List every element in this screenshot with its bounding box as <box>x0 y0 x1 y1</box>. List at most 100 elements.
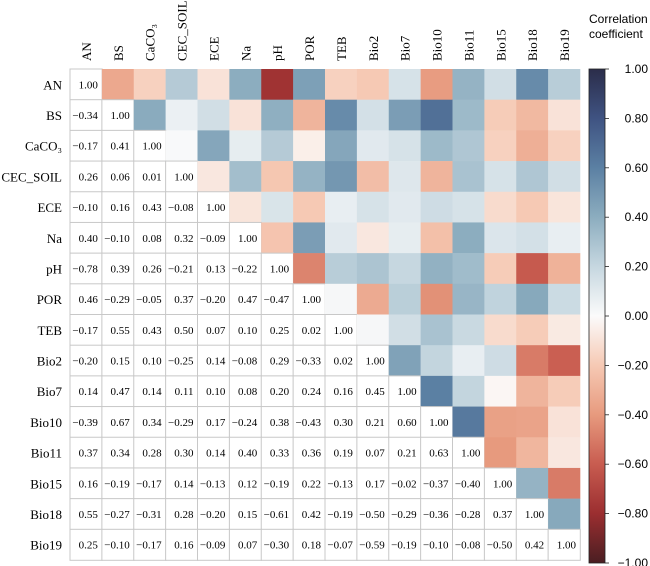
cell-value-label: 0.36 <box>302 448 322 460</box>
cell-value-label: −0.07 <box>327 540 353 552</box>
cell-value-label: −0.02 <box>391 478 416 490</box>
color-cell <box>452 406 485 438</box>
value-cell <box>260 436 294 469</box>
value-cell <box>69 221 103 254</box>
cell-value-label: −0.08 <box>232 356 258 368</box>
color-cell <box>516 375 549 407</box>
cell-value-label: −0.50 <box>487 540 513 552</box>
color-cell <box>229 191 262 223</box>
color-cell <box>516 314 549 346</box>
cell-value-label: −0.61 <box>264 509 289 521</box>
cell-value-label: −0.10 <box>104 233 130 245</box>
cell-value-label: 1.00 <box>111 110 131 122</box>
color-cell <box>356 314 390 346</box>
cell-value-label: 1.00 <box>397 386 417 398</box>
value-cell <box>133 528 167 561</box>
cell-value-label: −0.39 <box>72 417 98 429</box>
color-cell <box>452 222 485 254</box>
color-cell <box>452 130 485 162</box>
cell-value-label: 0.43 <box>142 325 162 337</box>
value-cell <box>69 406 103 439</box>
value-cell <box>388 498 422 531</box>
cell-value-label: 0.40 <box>238 448 258 460</box>
value-cell <box>101 160 135 193</box>
cell-value-label: −0.21 <box>168 263 193 275</box>
color-cell <box>484 283 517 315</box>
column-label: CEC_SOIL <box>175 0 190 61</box>
value-cell <box>420 406 454 439</box>
value-cell <box>388 528 422 561</box>
cell-value-label: 0.50 <box>174 325 194 337</box>
cell-value-label: −0.36 <box>423 509 449 521</box>
cell-value-label: 0.07 <box>238 540 258 552</box>
color-cell <box>420 161 453 193</box>
column-label: Bio18 <box>525 29 540 61</box>
cell-value-label: −0.22 <box>232 263 257 275</box>
color-cell <box>293 130 326 162</box>
color-cell <box>452 99 485 131</box>
cell-value-label: 0.67 <box>111 417 131 429</box>
color-cell <box>484 437 517 469</box>
column-label: Bio10 <box>430 29 445 61</box>
column-label: ECE <box>206 36 221 61</box>
row-label: Bio7 <box>37 384 63 399</box>
value-cell <box>388 375 422 408</box>
value-cell <box>515 498 549 531</box>
value-cell <box>420 467 454 500</box>
row-label: TEB <box>37 323 62 338</box>
cell-value-label: −0.08 <box>455 540 481 552</box>
color-cell <box>548 69 581 100</box>
color-cell <box>197 130 230 162</box>
cell-value-label: −0.19 <box>264 478 290 490</box>
color-cell <box>356 130 390 162</box>
value-cell <box>133 406 167 439</box>
cell-value-label: 0.10 <box>206 386 226 398</box>
color-cell <box>325 191 358 223</box>
row-label: ECE <box>37 200 62 215</box>
color-cell <box>388 130 421 162</box>
color-cell <box>452 314 485 346</box>
cell-value-label: 0.11 <box>175 386 194 398</box>
value-cell <box>165 191 199 224</box>
color-cell <box>484 99 517 131</box>
color-cell <box>356 69 390 100</box>
color-cell <box>356 253 390 285</box>
colorbar-tick-label: −0.80 <box>618 507 649 521</box>
row-label: Bio10 <box>30 415 62 430</box>
value-cell <box>324 436 358 469</box>
value-cell <box>452 467 486 500</box>
cell-value-label: 0.14 <box>79 386 99 398</box>
cell-value-label: 0.08 <box>142 233 162 245</box>
cell-value-label: 0.13 <box>206 263 226 275</box>
cell-value-label: −0.19 <box>391 540 417 552</box>
row-label: Bio2 <box>37 354 62 369</box>
cell-value-label: 0.16 <box>174 540 194 552</box>
color-cell <box>325 253 358 285</box>
row-label: Bio18 <box>30 507 62 522</box>
color-cell <box>548 99 581 131</box>
cell-value-label: 0.30 <box>334 417 354 429</box>
color-cell <box>261 191 294 223</box>
cell-value-label: −0.10 <box>104 540 130 552</box>
cell-value-label: −0.25 <box>168 356 194 368</box>
cell-value-label: 0.25 <box>270 325 290 337</box>
cell-value-label: −0.30 <box>264 540 290 552</box>
color-cell <box>548 161 581 193</box>
color-cell <box>293 99 326 131</box>
column-label: Bio7 <box>398 35 413 61</box>
color-cell <box>484 375 517 407</box>
color-cell <box>548 437 581 469</box>
cell-value-label: 0.10 <box>238 325 258 337</box>
cell-value-label: 0.07 <box>206 325 226 337</box>
row-labels: AN BS CaCO₃ CEC_SOIL ECE Na pH POR TEB Bio2 Bio7 Bi… <box>1 77 62 552</box>
value-cell <box>101 191 135 224</box>
value-cell <box>420 528 454 561</box>
cell-value-label: −0.40 <box>455 478 481 490</box>
cell-value-label: 1.00 <box>334 325 354 337</box>
value-cell <box>133 283 167 316</box>
column-label: Bio15 <box>493 29 508 61</box>
color-cell <box>548 498 581 530</box>
color-cell <box>420 314 453 346</box>
cell-value-label: −0.28 <box>455 509 481 521</box>
cell-value-label: −0.31 <box>136 509 161 521</box>
